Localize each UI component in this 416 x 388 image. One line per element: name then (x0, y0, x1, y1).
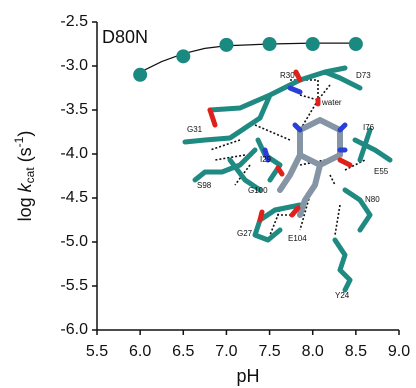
residue-label: water (321, 98, 342, 107)
y-tick-label: -4.5 (60, 189, 88, 206)
structure-image (185, 68, 390, 290)
y-label-part: (s (15, 147, 35, 167)
x-tick-label: 6.5 (172, 343, 194, 360)
data-point (263, 37, 277, 51)
residue-label: I29 (260, 155, 272, 164)
y-tick-label: -3.0 (60, 57, 88, 74)
y-label-part: cat (23, 167, 37, 184)
y-tick-label: -5.5 (60, 277, 88, 294)
residue-label: G27 (237, 229, 253, 238)
residue-label: G31 (187, 125, 203, 134)
y-tick-label: -2.5 (60, 13, 88, 30)
y-tick-label: -6.0 (60, 321, 88, 338)
data-point (219, 38, 233, 52)
x-tick-label: 7.5 (258, 343, 280, 360)
chart-title: D80N (102, 27, 148, 47)
y-label-part: log (15, 192, 35, 221)
residue-label: D73 (356, 71, 371, 80)
residue-label: S98 (197, 181, 212, 190)
x-tick-label: 6.0 (129, 343, 151, 360)
x-tick-label: 8.5 (345, 343, 367, 360)
residue-label: Y24 (335, 291, 350, 300)
y-axis-label: log kcat (s-1) (12, 131, 37, 222)
data-point (176, 49, 190, 63)
residue-label: I76 (363, 123, 375, 132)
fit-line (140, 43, 356, 72)
residue-label: E55 (374, 167, 389, 176)
x-tick-label: 8.0 (302, 343, 324, 360)
residue-label: G100 (248, 186, 268, 195)
data-point (349, 37, 363, 51)
residue-label: R30 (280, 71, 295, 80)
y-label-part: ) (15, 131, 35, 137)
chart: D80N pH log kcat (s-1) 5.5 6.0 6.5 7.0 7.5 8.… (0, 0, 416, 388)
residue-label: N80 (365, 195, 380, 204)
y-label-part: -1 (12, 136, 26, 147)
data-point (306, 37, 320, 51)
data-point (133, 68, 147, 82)
x-axis-label: pH (236, 366, 259, 386)
y-tick-label: -5.0 (60, 233, 88, 250)
x-tick-label: 9.0 (388, 343, 410, 360)
x-tick-label: 5.5 (86, 343, 108, 360)
y-tick-label: -3.5 (60, 101, 88, 118)
x-tick-label: 7.0 (215, 343, 237, 360)
residue-label: E104 (288, 234, 307, 243)
y-tick-label: -4.0 (60, 145, 88, 162)
